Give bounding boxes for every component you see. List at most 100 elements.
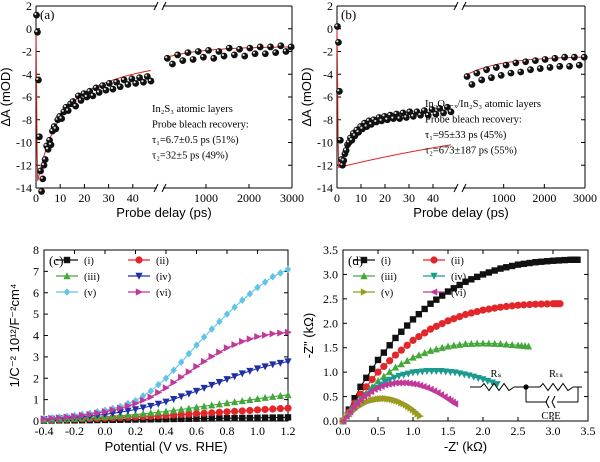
data-point bbox=[444, 103, 451, 111]
data-point-vi bbox=[261, 331, 269, 339]
data-point-shine bbox=[358, 124, 361, 127]
data-point-2 bbox=[508, 302, 516, 310]
y-tick-label: 3.5 bbox=[323, 243, 338, 257]
data-point bbox=[432, 110, 440, 118]
y-axis-label: ΔA (mOD) bbox=[0, 67, 13, 126]
data-point-v bbox=[261, 278, 269, 286]
data-point bbox=[64, 107, 72, 115]
data-point-2 bbox=[543, 300, 551, 308]
data-point-shine bbox=[121, 77, 125, 80]
y-tick-label: -8 bbox=[22, 113, 32, 127]
data-point-shine bbox=[232, 52, 235, 55]
y-tick-label: 2 bbox=[33, 371, 39, 385]
data-point-4 bbox=[428, 367, 436, 375]
y-tick-label: -4 bbox=[323, 67, 333, 81]
data-point-1 bbox=[538, 258, 545, 265]
data-point bbox=[194, 48, 202, 55]
data-point bbox=[340, 157, 348, 165]
data-point bbox=[220, 52, 228, 60]
data-point-6 bbox=[353, 400, 361, 408]
data-point bbox=[105, 79, 113, 87]
data-point-shine bbox=[90, 93, 93, 96]
data-point-body bbox=[468, 81, 476, 88]
data-point-1 bbox=[491, 267, 498, 274]
data-point-1 bbox=[374, 356, 382, 364]
data-point-shine bbox=[354, 127, 357, 130]
data-point-3 bbox=[426, 346, 435, 354]
data-point bbox=[33, 11, 40, 19]
data-point-shine bbox=[59, 116, 62, 119]
data-point-shine bbox=[376, 115, 379, 118]
data-point-iv bbox=[269, 361, 277, 369]
x-tick-label: 1.0 bbox=[250, 424, 265, 438]
data-point-2 bbox=[368, 375, 376, 384]
data-point-i bbox=[261, 414, 269, 421]
y-tick-label: -14 bbox=[317, 181, 333, 195]
circuit-label-rct: Rₜₛ bbox=[549, 369, 563, 380]
data-point-1 bbox=[444, 288, 452, 295]
y-tick-label: 2 bbox=[26, 0, 32, 13]
data-point-body bbox=[277, 42, 285, 50]
data-point-2 bbox=[444, 317, 452, 325]
data-point-body bbox=[541, 56, 549, 63]
data-point-ii bbox=[177, 410, 185, 419]
data-point-v bbox=[155, 380, 162, 389]
data-point-body bbox=[179, 57, 187, 64]
data-point-iv bbox=[231, 373, 239, 381]
data-point bbox=[396, 115, 404, 123]
data-point bbox=[406, 108, 414, 116]
data-point-body bbox=[225, 44, 233, 52]
data-point bbox=[492, 64, 500, 71]
data-point-iii bbox=[162, 407, 170, 415]
x-tick-label: 2000 bbox=[237, 191, 261, 205]
data-point bbox=[502, 61, 510, 69]
data-point-2 bbox=[380, 362, 388, 371]
fit-curve-left bbox=[336, 28, 452, 169]
data-point bbox=[473, 69, 481, 77]
data-point-3 bbox=[502, 340, 510, 348]
y-tick-label: -2 bbox=[22, 45, 32, 59]
data-point bbox=[58, 115, 66, 123]
data-point-4 bbox=[386, 376, 394, 384]
data-point-vi bbox=[200, 357, 208, 366]
data-point-6 bbox=[409, 380, 417, 388]
data-point-ii bbox=[284, 404, 292, 412]
data-point-vi bbox=[208, 352, 216, 361]
data-point-body bbox=[531, 57, 539, 64]
data-point bbox=[169, 60, 176, 68]
data-point-ii bbox=[231, 407, 239, 415]
data-point-body bbox=[39, 175, 47, 183]
data-point-shine bbox=[129, 76, 132, 79]
data-point-2 bbox=[514, 301, 522, 309]
data-point-iii bbox=[284, 391, 292, 399]
data-point-v bbox=[239, 296, 246, 305]
data-point-shine bbox=[118, 84, 121, 87]
data-point-body bbox=[488, 74, 495, 82]
data-point-i bbox=[162, 415, 170, 423]
data-point bbox=[527, 66, 534, 74]
data-point-body bbox=[72, 102, 80, 110]
legend-marker bbox=[430, 272, 438, 280]
data-point bbox=[113, 78, 120, 86]
data-point bbox=[72, 102, 80, 110]
data-point-iii bbox=[231, 398, 239, 406]
data-point-body bbox=[35, 76, 42, 84]
data-point-body bbox=[507, 69, 515, 77]
data-point bbox=[272, 49, 280, 57]
data-point-iii bbox=[253, 394, 262, 402]
data-point bbox=[417, 111, 424, 119]
data-point-shine bbox=[93, 85, 97, 88]
data-point-iv bbox=[131, 406, 140, 414]
data-point-shine bbox=[391, 116, 394, 119]
data-point-ii bbox=[223, 408, 231, 416]
data-point bbox=[580, 53, 588, 61]
data-point-iv bbox=[124, 407, 132, 415]
data-point-v bbox=[277, 269, 284, 277]
data-point-2 bbox=[409, 336, 417, 344]
data-point-shine bbox=[360, 126, 363, 129]
data-point bbox=[261, 50, 269, 58]
data-point-shine bbox=[335, 24, 338, 27]
legend-label: (vi) bbox=[451, 288, 467, 299]
data-point-shine bbox=[369, 122, 372, 125]
data-point-shine bbox=[252, 51, 256, 54]
